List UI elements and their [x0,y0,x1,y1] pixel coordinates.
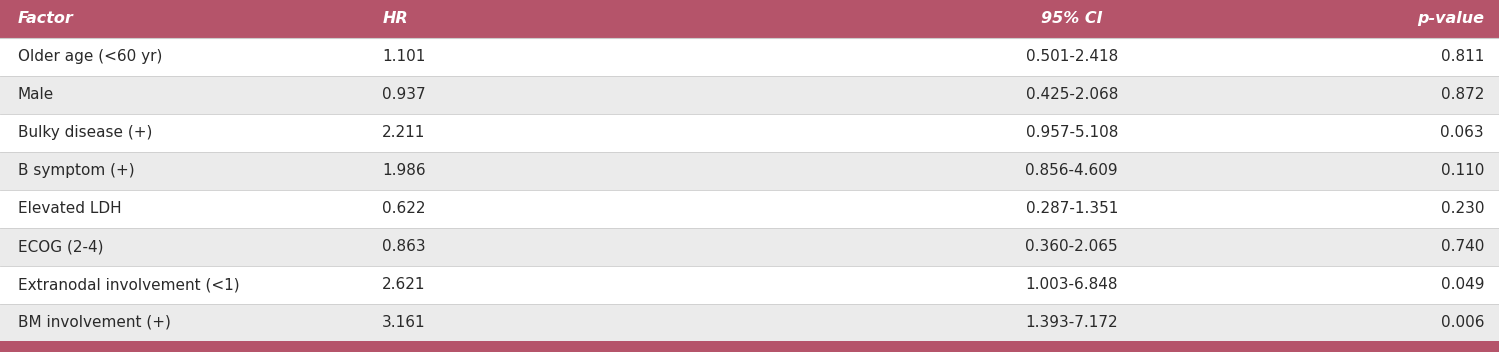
Text: 1.393-7.172: 1.393-7.172 [1025,315,1118,330]
Text: 1.986: 1.986 [382,163,426,178]
Text: 1.003-6.848: 1.003-6.848 [1025,277,1118,292]
Text: Extranodal involvement (<1): Extranodal involvement (<1) [18,277,240,292]
Text: 0.230: 0.230 [1441,201,1484,216]
Bar [0,190,1499,228]
Text: 0.856-4.609: 0.856-4.609 [1025,163,1118,178]
Text: 95% CI: 95% CI [1040,12,1103,26]
Text: Elevated LDH: Elevated LDH [18,201,121,216]
Text: B symptom (+): B symptom (+) [18,163,135,178]
Text: 0.811: 0.811 [1441,49,1484,64]
Text: 2.211: 2.211 [382,125,426,140]
Bar [0,38,1499,76]
Bar [0,114,1499,152]
Text: 0.957-5.108: 0.957-5.108 [1025,125,1118,140]
Bar [0,341,1499,352]
Text: 2.621: 2.621 [382,277,426,292]
Text: 0.360-2.065: 0.360-2.065 [1025,239,1118,254]
Text: HR: HR [382,12,408,26]
Bar [0,303,1499,341]
Text: Older age (<60 yr): Older age (<60 yr) [18,49,162,64]
Bar [0,228,1499,265]
Text: 0.740: 0.740 [1441,239,1484,254]
Text: 0.006: 0.006 [1441,315,1484,330]
Text: Male: Male [18,87,54,102]
Text: ECOG (2-4): ECOG (2-4) [18,239,103,254]
Text: Bulky disease (+): Bulky disease (+) [18,125,153,140]
Text: Factor: Factor [18,12,73,26]
Text: 0.110: 0.110 [1441,163,1484,178]
Text: 0.425-2.068: 0.425-2.068 [1025,87,1118,102]
Text: 0.501-2.418: 0.501-2.418 [1025,49,1118,64]
Text: 0.863: 0.863 [382,239,426,254]
Text: 0.287-1.351: 0.287-1.351 [1025,201,1118,216]
Text: 0.872: 0.872 [1441,87,1484,102]
Text: 0.063: 0.063 [1441,125,1484,140]
Bar [0,76,1499,114]
Text: p-value: p-value [1417,12,1484,26]
Text: 1.101: 1.101 [382,49,426,64]
Text: 3.161: 3.161 [382,315,426,330]
Bar [0,0,1499,38]
Text: 0.937: 0.937 [382,87,426,102]
Text: 0.622: 0.622 [382,201,426,216]
Bar [0,152,1499,190]
Text: 0.049: 0.049 [1441,277,1484,292]
Text: BM involvement (+): BM involvement (+) [18,315,171,330]
Bar [0,265,1499,303]
